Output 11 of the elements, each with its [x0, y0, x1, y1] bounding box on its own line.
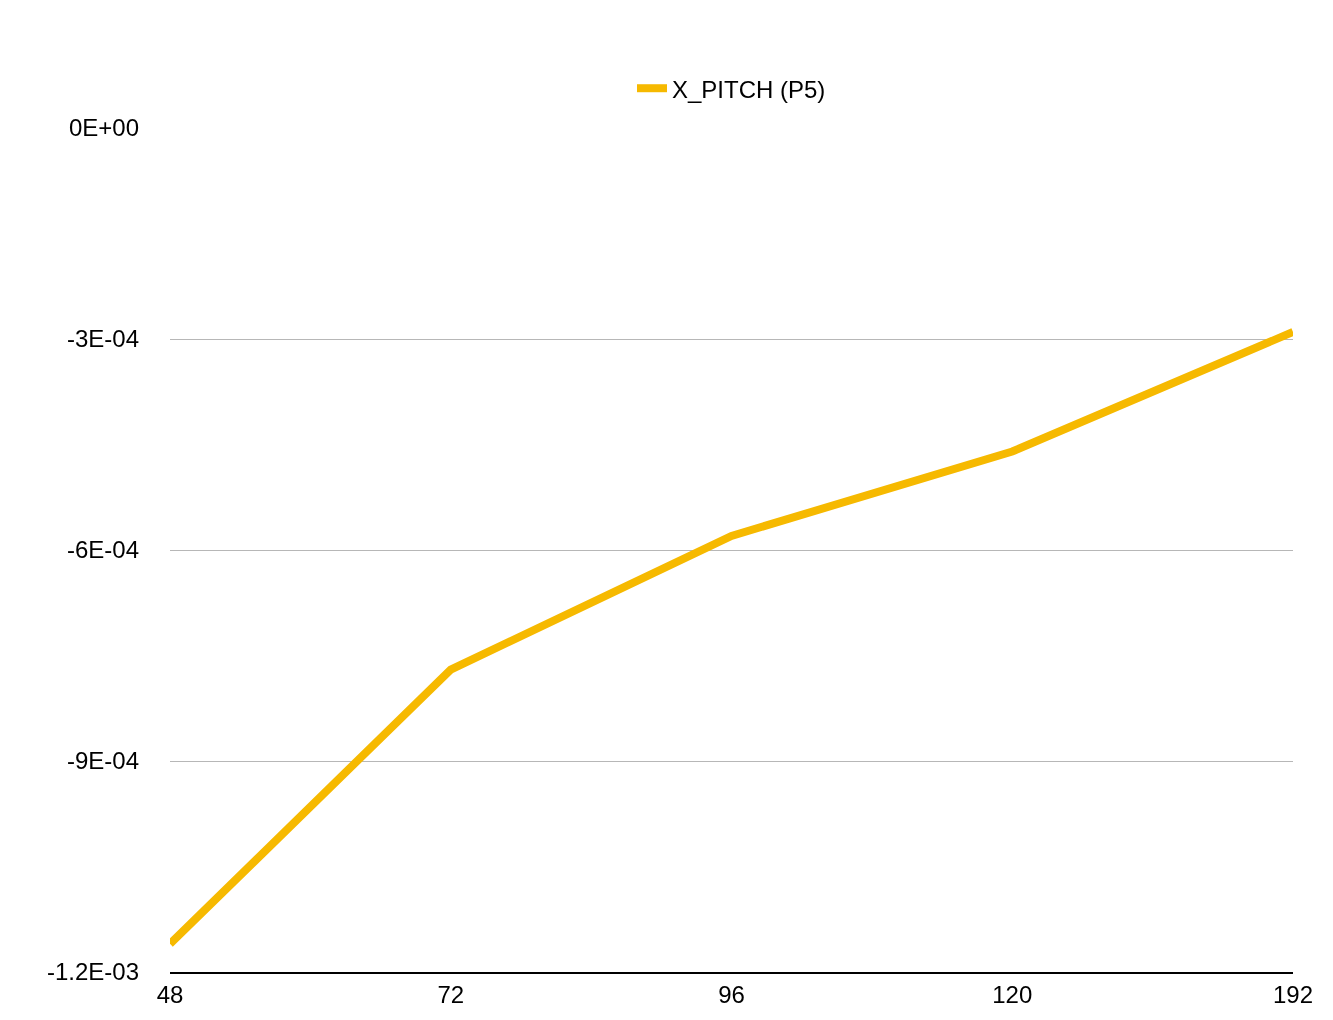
y-tick-label: -3E-04 [66, 325, 139, 353]
y-tick-label: 0E+00 [68, 114, 139, 142]
y-tick-label: -6E-04 [66, 536, 139, 564]
x-tick-label: 120 [992, 980, 1033, 1008]
x-tick-label: 192 [1272, 980, 1314, 1008]
x-tick-label: 96 [718, 980, 745, 1008]
legend-label: X_PITCH (P5) [672, 75, 826, 103]
y-tick-label: -9E-04 [66, 747, 139, 775]
y-tick-label: -1.2E-03 [46, 958, 139, 986]
x-tick-label: 48 [156, 980, 184, 1008]
x-tick-label: 72 [437, 980, 465, 1008]
